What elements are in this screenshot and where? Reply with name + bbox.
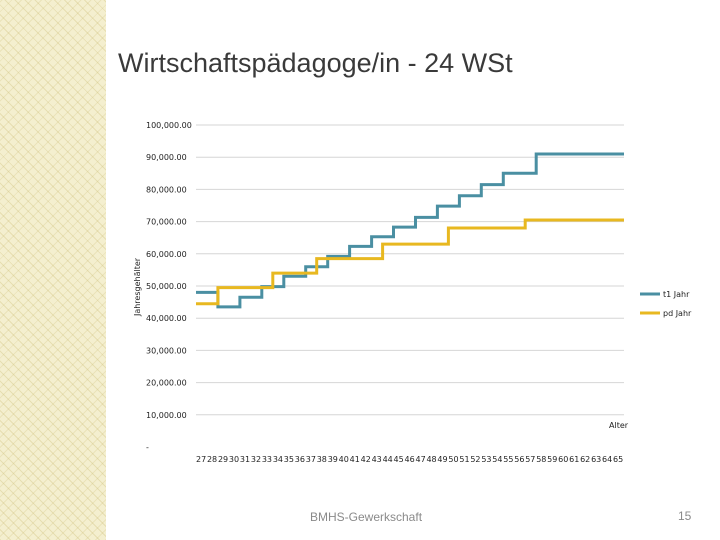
x-tick-label: 53 xyxy=(481,455,491,464)
y-tick-label: 80,000.00 xyxy=(146,185,187,194)
y-tick-label: 10,000.00 xyxy=(146,411,187,420)
x-tick-label: 28 xyxy=(207,455,217,464)
x-tick-label: 43 xyxy=(372,455,382,464)
x-tick-label: 31 xyxy=(240,455,250,464)
y-tick-label: 100,000.00 xyxy=(146,121,192,130)
x-tick-label: 54 xyxy=(492,455,502,464)
x-tick-label: 47 xyxy=(415,455,425,464)
x-tick-label: 44 xyxy=(383,455,393,464)
x-tick-label: 61 xyxy=(569,455,579,464)
chart-legend: t1 Jahr pd Jahr xyxy=(640,290,692,318)
x-tick-label: 62 xyxy=(580,455,590,464)
x-tick-label: 52 xyxy=(470,455,480,464)
series-line-1 xyxy=(196,152,624,309)
y-tick-label: 30,000.00 xyxy=(146,346,187,355)
y-axis-label: Jahresgehälter xyxy=(133,257,142,317)
x-tick-label: 42 xyxy=(361,455,371,464)
x-tick-label: 38 xyxy=(317,455,327,464)
x-tick-label: 37 xyxy=(306,455,316,464)
decorative-stripe xyxy=(0,0,106,540)
x-tick-label: 46 xyxy=(405,455,415,464)
chart-gridlines xyxy=(196,124,624,416)
page-number: 15 xyxy=(678,509,692,523)
slide-title: Wirtschaftspädagoge/in - 24 WSt xyxy=(118,48,513,78)
x-tick-label: 48 xyxy=(426,455,436,464)
y-tick-label: 20,000.00 xyxy=(146,379,187,388)
x-tick-label: 41 xyxy=(350,455,360,464)
x-tick-label: 59 xyxy=(547,455,557,464)
legend-label: t1 Jahr xyxy=(663,290,690,299)
x-tick-label: 32 xyxy=(251,455,261,464)
x-tick-label: 36 xyxy=(295,455,305,464)
y-tick-label: 70,000.00 xyxy=(146,218,187,227)
x-tick-label: 51 xyxy=(459,455,469,464)
x-tick-label: 57 xyxy=(525,455,535,464)
x-tick-label: 58 xyxy=(536,455,546,464)
x-tick-label: 63 xyxy=(591,455,601,464)
x-tick-label: 56 xyxy=(514,455,524,464)
x-tick-label: 65 xyxy=(613,455,623,464)
x-tick-label: 35 xyxy=(284,455,294,464)
x-tick-label: 64 xyxy=(602,455,612,464)
x-tick-label: 30 xyxy=(229,455,239,464)
x-tick-labels: 27 28 29 30 31 32 33 34 35 36 37 38 39 40 41 42 43 44 45 46… xyxy=(196,455,623,464)
x-tick-label: 34 xyxy=(273,455,283,464)
x-tick-label: 45 xyxy=(394,455,404,464)
y-tick-label: - xyxy=(146,443,149,452)
y-tick-label: 60,000.00 xyxy=(146,250,187,259)
footer-text: BMHS-Gewerkschaft xyxy=(310,510,423,524)
x-tick-label: 60 xyxy=(558,455,568,464)
x-axis-label: Alter xyxy=(609,421,629,430)
x-tick-label: 55 xyxy=(503,455,513,464)
y-tick-label: 90,000.00 xyxy=(146,153,187,162)
x-tick-label: 33 xyxy=(262,455,272,464)
y-tick-label: 40,000.00 xyxy=(146,314,187,323)
x-tick-label: 40 xyxy=(339,455,349,464)
y-tick-label: 50,000.00 xyxy=(146,282,187,291)
chart-series xyxy=(196,152,624,309)
legend-label: pd Jahr xyxy=(663,309,692,318)
x-tick-label: 39 xyxy=(328,455,338,464)
x-tick-label: 27 xyxy=(196,455,206,464)
x-tick-label: 29 xyxy=(218,455,228,464)
x-tick-label: 50 xyxy=(448,455,458,464)
series-line-2 xyxy=(196,218,624,306)
y-tick-labels: - 10,000.00 20,000.00 30,000.00 40,000.00 50,… xyxy=(146,121,192,452)
x-tick-label: 49 xyxy=(437,455,447,464)
